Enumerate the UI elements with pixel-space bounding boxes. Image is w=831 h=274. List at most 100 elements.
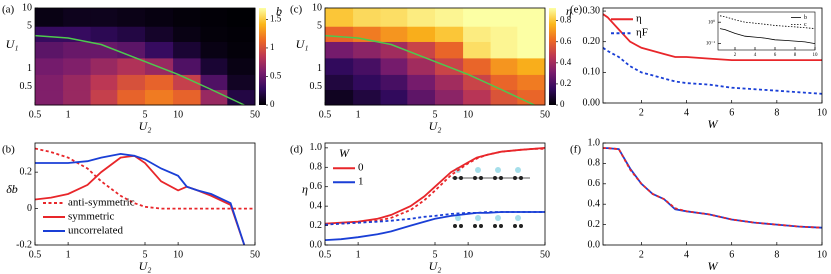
legend-label: c (804, 22, 807, 28)
heatmap-cell (407, 74, 436, 91)
series-line (35, 147, 255, 210)
heatmap-cell (353, 41, 382, 59)
colorbar-tick-label: 0 (560, 99, 565, 109)
heatmap-cell (90, 41, 118, 59)
heatmap-cell (463, 26, 492, 42)
x-tick-label: 4 (754, 53, 757, 58)
heatmap-cell (435, 8, 464, 27)
heatmap-cell (517, 57, 546, 75)
colorbar (549, 8, 556, 105)
heatmap-cell (353, 57, 382, 75)
heatmap-cell (173, 41, 202, 59)
plot-frame (324, 7, 546, 106)
heatmap-cell (90, 8, 118, 27)
x-axis-label: U₂ (429, 119, 442, 133)
x-axis-label: W (708, 259, 719, 273)
plot-frame (34, 7, 256, 106)
y-axis-label: η (302, 182, 308, 196)
colorbar-tick-label: 0.5 (270, 71, 282, 81)
heatmap-cell (145, 74, 174, 91)
heatmap-cell (200, 26, 228, 42)
x-tick-label: 5 (143, 249, 148, 260)
heatmap-cell (435, 74, 464, 91)
plot-frame (602, 142, 823, 246)
y-tick-label: -0.2 (16, 239, 32, 250)
x-tick-label: 1 (356, 249, 361, 260)
y-tick-label: 0.6 (310, 181, 323, 192)
x-tick-label: 6 (774, 53, 777, 58)
colorbar-tick-label: 1 (270, 42, 275, 52)
x-tick-label: 10 (173, 109, 183, 120)
heatmap-cell (173, 8, 202, 27)
x-tick-label: 50 (540, 249, 550, 260)
heatmap-cell (407, 26, 436, 42)
inset-frame (717, 11, 816, 51)
heatmap-cell (227, 89, 256, 106)
y-tick-label: 1 (317, 63, 322, 74)
y-tick-label: 0.6 (588, 178, 601, 189)
y-tick-label: 0.2 (310, 220, 323, 231)
heatmap-cell (325, 57, 354, 75)
x-tick-label: 10 (173, 249, 183, 260)
y-tick-label: 0.4 (588, 198, 601, 209)
x-axis-label: U₂ (429, 259, 442, 273)
heatmap-cell (227, 26, 256, 42)
heatmap-cell (435, 89, 464, 106)
x-tick-label: 10 (813, 53, 819, 58)
x-tick-label: 50 (250, 109, 260, 120)
legend-label: uncorrelated (68, 225, 123, 237)
heatmap-cell (200, 41, 228, 59)
heatmap-cell (173, 89, 202, 106)
x-axis-label: W (708, 117, 719, 131)
plot-frame (602, 7, 823, 104)
plot-frame (324, 142, 546, 246)
molecule-icons (452, 167, 530, 228)
heatmap-cell (463, 8, 492, 27)
x-tick-label: 10 (463, 249, 473, 260)
heatmap-cell (35, 26, 64, 42)
heatmap-cell (353, 89, 382, 106)
heatmap-cell (145, 89, 174, 106)
heatmap-cell (90, 74, 118, 91)
heatmap-cell (325, 8, 354, 27)
heatmap-cell (117, 74, 146, 91)
x-tick-label: 1 (66, 249, 71, 260)
heatmap-cell (490, 41, 518, 59)
heatmap-cell (117, 57, 146, 75)
x-tick-label: 8 (774, 249, 779, 260)
heatmap-cell (63, 89, 92, 106)
heatmap-cell (325, 74, 354, 91)
colorbar-label: η (566, 4, 572, 18)
y-tick-label: 1 (27, 63, 32, 74)
y-axis-label: U₁ (296, 37, 309, 51)
y-tick-label: 5 (27, 21, 32, 32)
heatmap-cell (353, 74, 382, 91)
heatmap-cell (63, 74, 92, 91)
heatmap-cell (490, 8, 518, 27)
y-tick-label: 10⁻¹ (706, 41, 716, 47)
y-tick-label: 0.5 (20, 81, 33, 92)
heatmap-cell (325, 89, 354, 106)
heatmap-cell (380, 26, 408, 42)
y-tick-label: 0.5 (310, 81, 323, 92)
y-axis-label: δb (6, 182, 18, 196)
panel-label: (b) (2, 144, 15, 156)
heatmap-cell (325, 26, 354, 42)
heatmap-cell (490, 74, 518, 91)
heatmap-cell (463, 57, 492, 75)
x-tick-label: 8 (774, 107, 779, 118)
heatmap-cell (117, 89, 146, 106)
heatmap-cell (353, 8, 382, 27)
y-tick-label: 0.00 (583, 97, 601, 108)
heatmap-cell (35, 74, 64, 91)
panel-label: (a) (2, 4, 15, 16)
colorbar-tick-label: 0.4 (560, 57, 572, 67)
panel-label: (c) (290, 4, 303, 16)
heatmap-cell (63, 57, 92, 75)
x-tick-label: 2 (639, 107, 644, 118)
heatmap-cell (35, 8, 64, 27)
x-tick-label: 4 (684, 249, 689, 260)
legend-label: anti-symmetric (68, 197, 135, 209)
panel-label: (d) (290, 144, 303, 156)
